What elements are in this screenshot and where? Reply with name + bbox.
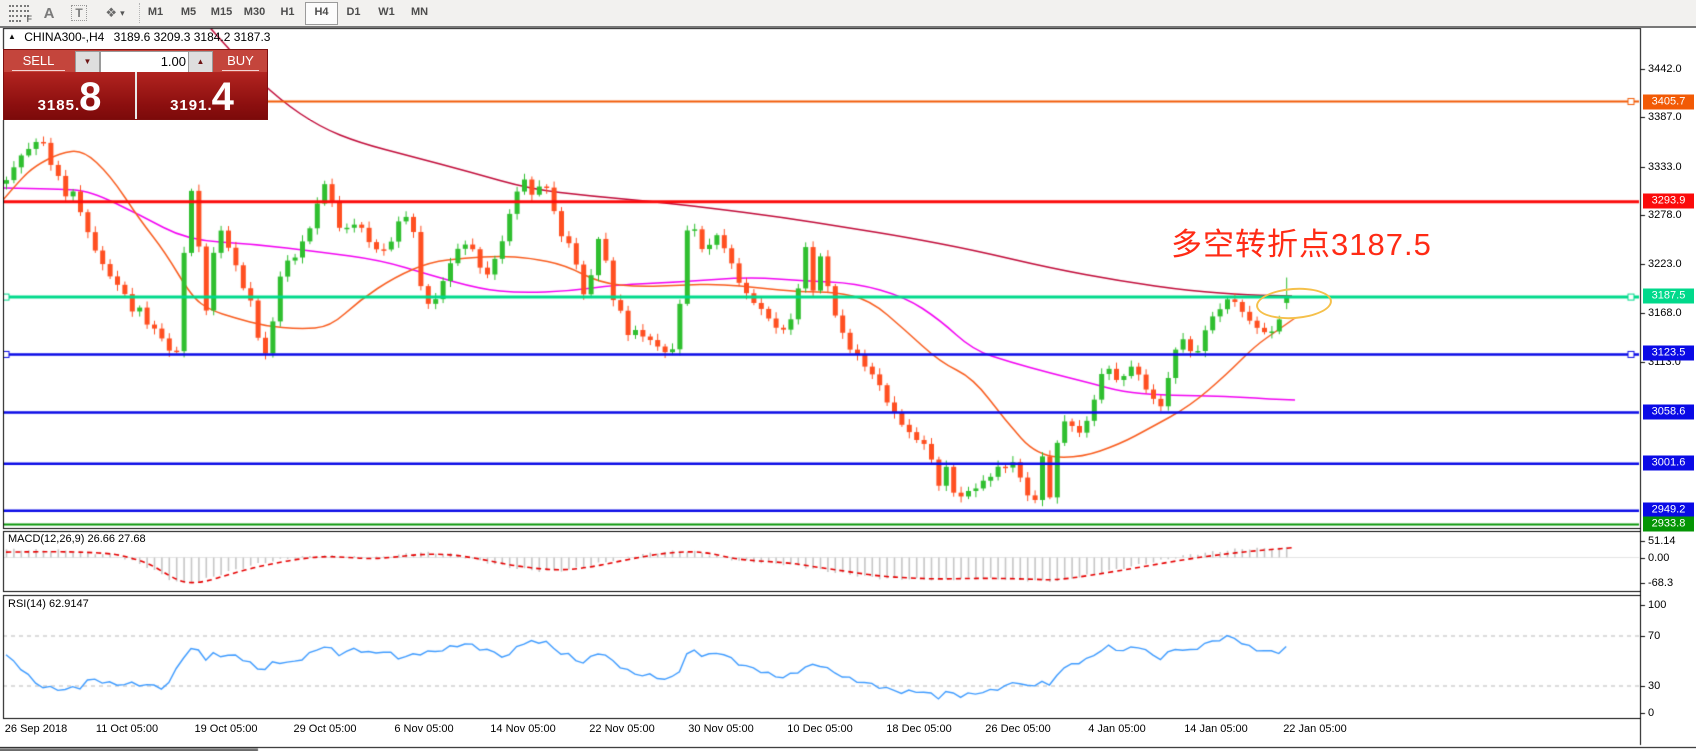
text-label-icon[interactable]: A [43, 4, 55, 22]
toolbar-separator [139, 3, 140, 23]
chart-title: ▲ CHINA300-,H4 3189.6 3209.3 3184.2 3187… [8, 30, 270, 44]
symbol-label: CHINA300-,H4 [24, 30, 105, 44]
price-tick: 3223.0 [1648, 258, 1682, 270]
time-axis-label: 19 Oct 05:00 [194, 723, 258, 735]
price-line-label: 2933.8 [1643, 516, 1694, 532]
rsi-tick: 30 [1648, 680, 1661, 692]
rsi-tick: 100 [1648, 599, 1667, 611]
volume-input[interactable]: 1.00 [100, 51, 195, 73]
fibonacci-icon-glyph: F [9, 5, 32, 24]
arrows-tool-icon[interactable]: ❖ ▾ [105, 5, 125, 20]
panel-divider [135, 72, 137, 119]
rsi-tick: 0 [1648, 707, 1655, 719]
rsi-tick: 70 [1648, 630, 1661, 642]
macd-tick: 51.14 [1648, 535, 1676, 547]
timeframe-button-H4[interactable]: H4 [305, 2, 338, 25]
down-arrow-icon: ▼ [83, 57, 92, 66]
timeframe-button-M5[interactable]: M5 [180, 6, 197, 18]
buy-button[interactable]: BUY [214, 50, 267, 72]
macd-label: MACD(12,26,9) 26.66 27.68 [8, 533, 146, 545]
time-axis-label: 22 Jan 05:00 [1283, 723, 1347, 735]
ohlc-values: 3189.6 3209.3 3184.2 3187.3 [113, 30, 271, 44]
price-tick: 3387.0 [1648, 111, 1682, 123]
price-line-label: 3405.7 [1643, 94, 1694, 110]
volume-increase-button[interactable]: ▲ [188, 51, 213, 73]
time-axis-label: 26 Dec 05:00 [985, 723, 1051, 735]
price-line-label: 3001.6 [1643, 455, 1694, 471]
price-line-label: 3058.6 [1643, 404, 1694, 420]
text-box-icon[interactable]: T [66, 2, 92, 24]
timeframe-button-M1[interactable]: M1 [147, 6, 164, 18]
up-arrow-icon: ▲ [196, 57, 205, 66]
timeframe-button-MN[interactable]: MN [410, 6, 429, 18]
buy-price-display[interactable]: 3191.4 [137, 72, 267, 119]
one-click-trading-panel: SELL ▼ 1.00 ▲ BUY 3185.8 3191.4 [3, 49, 268, 120]
volume-decrease-button[interactable]: ▼ [75, 51, 100, 73]
macd-tick: -68.3 [1648, 577, 1674, 589]
time-axis-label: 22 Nov 05:00 [589, 723, 655, 735]
sell-price-display[interactable]: 3185.8 [4, 72, 135, 119]
fibonacci-icon[interactable]: F [6, 2, 34, 24]
price-tick: 3168.0 [1648, 307, 1682, 319]
collapse-arrow-icon[interactable]: ▲ [8, 32, 16, 41]
price-tick: 3333.0 [1648, 161, 1682, 173]
time-axis-label: 4 Jan 05:00 [1088, 723, 1146, 735]
timeframe-button-W1[interactable]: W1 [378, 6, 395, 18]
time-axis-label: 18 Dec 05:00 [886, 723, 952, 735]
price-tick: 3278.0 [1648, 209, 1682, 221]
price-line-label: 2949.2 [1643, 502, 1694, 518]
time-axis-label: 14 Nov 05:00 [490, 723, 556, 735]
price-tick: 3442.0 [1648, 63, 1682, 75]
rsi-label: RSI(14) 62.9147 [8, 598, 89, 610]
sell-button[interactable]: SELL [4, 50, 73, 72]
time-axis-label: 10 Dec 05:00 [787, 723, 853, 735]
price-line-label: 3293.9 [1643, 193, 1694, 209]
timeframe-button-H1[interactable]: H1 [280, 6, 295, 18]
dropdown-caret-icon: ▾ [120, 7, 125, 18]
time-axis-label: 11 Oct 05:00 [95, 723, 159, 735]
price-line-label: 3187.5 [1643, 288, 1694, 304]
macd-tick: 0.00 [1648, 552, 1670, 564]
time-axis-label: 29 Oct 05:00 [293, 723, 357, 735]
timeframe-button-M15[interactable]: M15 [210, 6, 233, 18]
time-axis-label: 6 Nov 05:00 [394, 723, 454, 735]
chart-text-annotation: 多空转折点3187.5 [1171, 227, 1432, 262]
time-axis-label: 14 Jan 05:00 [1184, 723, 1248, 735]
timeframe-button-M30[interactable]: M30 [243, 6, 266, 18]
time-axis-label: 26 Sep 2018 [4, 723, 68, 735]
toolbar: F A T ❖ ▾ M1 M5 M15 M30 H1 H4 D1 W1 MN [0, 0, 1696, 28]
timeframe-button-D1[interactable]: D1 [346, 6, 361, 18]
time-axis-label: 30 Nov 05:00 [688, 723, 754, 735]
price-line-label: 3123.5 [1643, 345, 1694, 361]
